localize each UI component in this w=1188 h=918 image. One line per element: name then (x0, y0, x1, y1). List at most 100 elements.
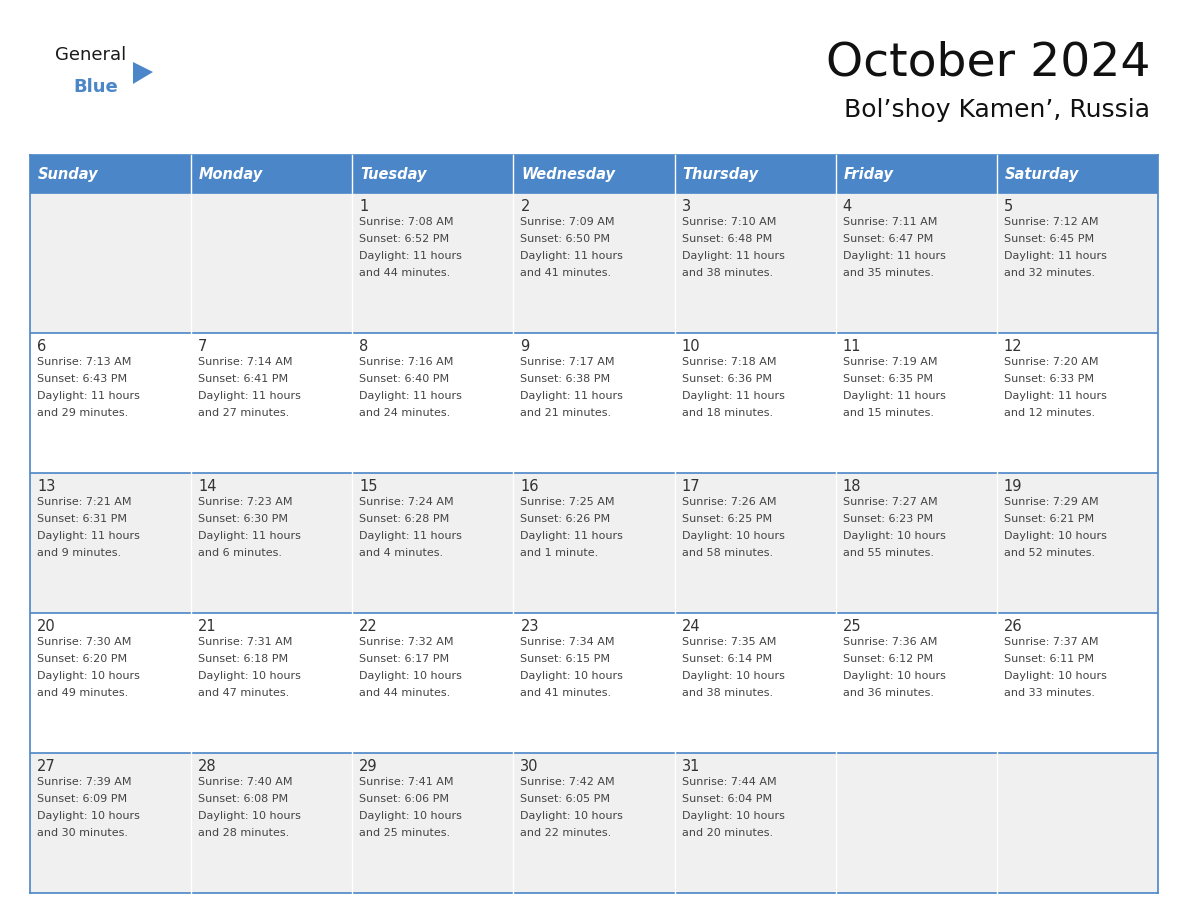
Bar (513, 333, 675, 473)
Text: and 24 minutes.: and 24 minutes. (359, 408, 450, 418)
Bar (997, 155, 1158, 193)
Text: Sunset: 6:30 PM: Sunset: 6:30 PM (198, 514, 289, 524)
Bar (191, 613, 353, 753)
Bar (353, 753, 513, 893)
Bar (191, 333, 353, 473)
Bar (513, 473, 675, 613)
Text: 6: 6 (37, 339, 46, 354)
Text: Daylight: 11 hours: Daylight: 11 hours (842, 251, 946, 261)
Text: and 58 minutes.: and 58 minutes. (682, 548, 772, 558)
Bar (30, 333, 191, 473)
Text: Sunset: 6:50 PM: Sunset: 6:50 PM (520, 234, 611, 244)
Text: Blue: Blue (72, 78, 118, 96)
Bar (997, 193, 1158, 333)
Text: Daylight: 10 hours: Daylight: 10 hours (1004, 671, 1107, 681)
Text: Saturday: Saturday (1005, 166, 1079, 182)
Text: General: General (55, 46, 126, 64)
Text: Daylight: 10 hours: Daylight: 10 hours (37, 811, 140, 821)
Text: Daylight: 11 hours: Daylight: 11 hours (359, 251, 462, 261)
Bar (191, 753, 353, 893)
Text: Sunrise: 7:31 AM: Sunrise: 7:31 AM (198, 637, 292, 647)
Text: 15: 15 (359, 479, 378, 494)
Text: Sunrise: 7:14 AM: Sunrise: 7:14 AM (198, 357, 292, 367)
Text: Sunrise: 7:42 AM: Sunrise: 7:42 AM (520, 777, 615, 787)
Text: October 2024: October 2024 (826, 40, 1150, 85)
Text: and 38 minutes.: and 38 minutes. (682, 268, 772, 278)
Text: Daylight: 11 hours: Daylight: 11 hours (520, 251, 624, 261)
Text: Sunset: 6:38 PM: Sunset: 6:38 PM (520, 374, 611, 384)
Text: and 21 minutes.: and 21 minutes. (520, 408, 612, 418)
Text: Sunset: 6:26 PM: Sunset: 6:26 PM (520, 514, 611, 524)
Text: 9: 9 (520, 339, 530, 354)
Text: and 1 minute.: and 1 minute. (520, 548, 599, 558)
Text: Sunset: 6:31 PM: Sunset: 6:31 PM (37, 514, 127, 524)
Text: 24: 24 (682, 619, 700, 634)
Text: Sunset: 6:28 PM: Sunset: 6:28 PM (359, 514, 449, 524)
Text: 2: 2 (520, 199, 530, 214)
Bar (513, 193, 675, 333)
Text: Sunrise: 7:23 AM: Sunrise: 7:23 AM (198, 497, 292, 507)
Text: Sunrise: 7:25 AM: Sunrise: 7:25 AM (520, 497, 615, 507)
Text: Sunrise: 7:36 AM: Sunrise: 7:36 AM (842, 637, 937, 647)
Text: Daylight: 11 hours: Daylight: 11 hours (198, 531, 301, 541)
Text: and 29 minutes.: and 29 minutes. (37, 408, 128, 418)
Bar (30, 193, 191, 333)
Text: and 55 minutes.: and 55 minutes. (842, 548, 934, 558)
Text: Sunset: 6:43 PM: Sunset: 6:43 PM (37, 374, 127, 384)
Text: Tuesday: Tuesday (360, 166, 426, 182)
Text: Sunrise: 7:27 AM: Sunrise: 7:27 AM (842, 497, 937, 507)
Text: and 38 minutes.: and 38 minutes. (682, 688, 772, 698)
Text: Sunrise: 7:13 AM: Sunrise: 7:13 AM (37, 357, 132, 367)
Text: Sunrise: 7:24 AM: Sunrise: 7:24 AM (359, 497, 454, 507)
Text: Sunrise: 7:08 AM: Sunrise: 7:08 AM (359, 217, 454, 227)
Text: Sunrise: 7:16 AM: Sunrise: 7:16 AM (359, 357, 454, 367)
Text: Sunrise: 7:26 AM: Sunrise: 7:26 AM (682, 497, 776, 507)
Bar (835, 193, 997, 333)
Text: Sunrise: 7:29 AM: Sunrise: 7:29 AM (1004, 497, 1099, 507)
Bar (835, 333, 997, 473)
Text: Sunset: 6:18 PM: Sunset: 6:18 PM (198, 654, 289, 664)
Bar (191, 155, 353, 193)
Bar (30, 613, 191, 753)
Text: Sunday: Sunday (38, 166, 99, 182)
Text: Daylight: 10 hours: Daylight: 10 hours (198, 811, 301, 821)
Text: and 12 minutes.: and 12 minutes. (1004, 408, 1095, 418)
Text: 14: 14 (198, 479, 216, 494)
Text: Sunset: 6:14 PM: Sunset: 6:14 PM (682, 654, 772, 664)
Text: Daylight: 11 hours: Daylight: 11 hours (682, 391, 784, 401)
Text: and 18 minutes.: and 18 minutes. (682, 408, 772, 418)
Text: 1: 1 (359, 199, 368, 214)
Text: Sunrise: 7:18 AM: Sunrise: 7:18 AM (682, 357, 776, 367)
Text: and 28 minutes.: and 28 minutes. (198, 828, 290, 838)
Text: 25: 25 (842, 619, 861, 634)
Bar (353, 333, 513, 473)
Text: Daylight: 10 hours: Daylight: 10 hours (359, 811, 462, 821)
Bar (675, 613, 835, 753)
Text: Daylight: 11 hours: Daylight: 11 hours (520, 391, 624, 401)
Bar (835, 753, 997, 893)
Text: and 15 minutes.: and 15 minutes. (842, 408, 934, 418)
Text: and 49 minutes.: and 49 minutes. (37, 688, 128, 698)
Text: Sunrise: 7:19 AM: Sunrise: 7:19 AM (842, 357, 937, 367)
Text: Daylight: 10 hours: Daylight: 10 hours (1004, 531, 1107, 541)
Text: 11: 11 (842, 339, 861, 354)
Text: and 52 minutes.: and 52 minutes. (1004, 548, 1095, 558)
Text: 21: 21 (198, 619, 216, 634)
Text: Sunrise: 7:44 AM: Sunrise: 7:44 AM (682, 777, 776, 787)
Text: Sunrise: 7:39 AM: Sunrise: 7:39 AM (37, 777, 132, 787)
Text: Sunset: 6:35 PM: Sunset: 6:35 PM (842, 374, 933, 384)
Text: and 35 minutes.: and 35 minutes. (842, 268, 934, 278)
Text: Daylight: 10 hours: Daylight: 10 hours (842, 531, 946, 541)
Text: Daylight: 11 hours: Daylight: 11 hours (520, 531, 624, 541)
Text: 18: 18 (842, 479, 861, 494)
Text: and 41 minutes.: and 41 minutes. (520, 268, 612, 278)
Text: Sunset: 6:23 PM: Sunset: 6:23 PM (842, 514, 933, 524)
Text: Daylight: 11 hours: Daylight: 11 hours (359, 531, 462, 541)
Bar (835, 613, 997, 753)
Text: Sunrise: 7:21 AM: Sunrise: 7:21 AM (37, 497, 132, 507)
Text: and 44 minutes.: and 44 minutes. (359, 688, 450, 698)
Text: and 22 minutes.: and 22 minutes. (520, 828, 612, 838)
Text: Friday: Friday (843, 166, 893, 182)
Text: Daylight: 10 hours: Daylight: 10 hours (682, 531, 784, 541)
Bar (353, 473, 513, 613)
